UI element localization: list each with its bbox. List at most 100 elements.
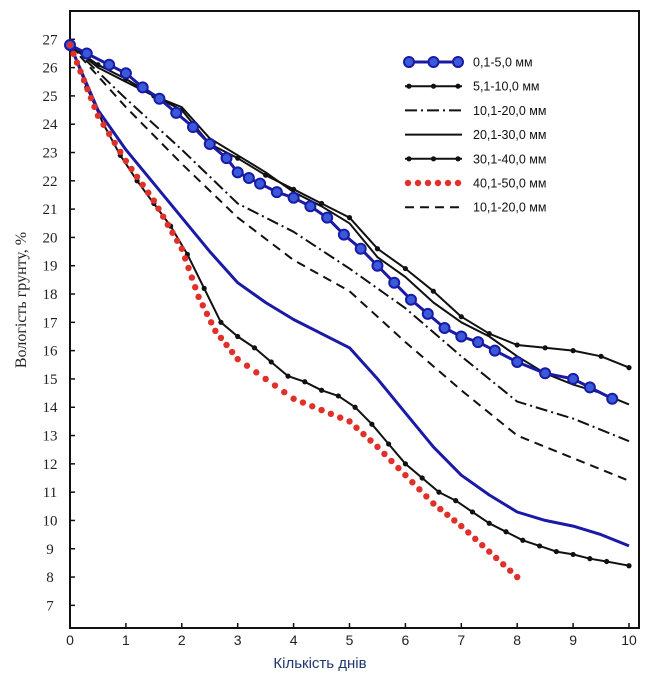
- legend: 0,1-5,0 мм 5,1-10,0 мм 10,1-20,0 мм 20,1-30…: [403, 56, 546, 215]
- data-point: [536, 543, 543, 549]
- data-point: [469, 509, 476, 515]
- data-point: [587, 556, 593, 562]
- data-point: [77, 68, 84, 75]
- data-point: [318, 387, 325, 393]
- data-point: [404, 293, 417, 306]
- data-point: [346, 418, 353, 425]
- data-point: [318, 406, 325, 414]
- series-line: [69, 44, 630, 443]
- data-point: [486, 548, 493, 555]
- data-point: [386, 441, 392, 447]
- legend-label: 10,1-20,0 мм: [473, 104, 546, 118]
- data-point: [371, 259, 384, 272]
- data-point: [136, 81, 149, 94]
- data-point: [217, 334, 225, 342]
- legend-marker: [424, 179, 432, 187]
- data-point: [346, 215, 353, 221]
- data-point: [220, 152, 233, 165]
- data-point: [570, 551, 576, 558]
- x-tick-label: 4: [290, 632, 298, 648]
- data-point: [254, 177, 267, 190]
- data-point: [479, 542, 486, 549]
- y-tick-label: 26: [43, 61, 59, 77]
- data-point: [598, 353, 604, 359]
- data-point: [287, 191, 300, 204]
- data-point: [91, 103, 98, 111]
- series-6: [69, 44, 630, 482]
- legend-marker: [403, 56, 415, 68]
- data-point: [511, 355, 524, 368]
- legend-marker: [406, 156, 412, 162]
- data-point: [199, 302, 206, 309]
- y-tick-label: 25: [43, 89, 58, 105]
- data-point: [119, 67, 132, 80]
- y-tick-label: 27: [43, 32, 59, 48]
- y-tick-label: 19: [43, 259, 58, 275]
- y-tick-label: 12: [43, 457, 58, 473]
- x-tick-label: 1: [122, 632, 130, 648]
- data-point: [212, 327, 219, 335]
- y-tick-label: 10: [43, 513, 58, 529]
- data-point: [169, 229, 176, 236]
- x-tick-label: 8: [513, 632, 521, 648]
- legend-label: 20,1-30,0 мм: [473, 128, 546, 142]
- data-point: [159, 213, 167, 220]
- data-point: [231, 166, 244, 179]
- data-point: [606, 392, 619, 405]
- data-point: [321, 211, 334, 224]
- y-tick-label: 18: [43, 287, 58, 303]
- data-point: [416, 486, 423, 493]
- data-point: [70, 50, 77, 58]
- data-point: [430, 288, 436, 294]
- data-point: [251, 345, 258, 351]
- data-point: [66, 41, 74, 49]
- data-point: [285, 373, 291, 379]
- data-point: [87, 94, 95, 102]
- series-line: [68, 44, 630, 548]
- data-point: [500, 561, 507, 568]
- data-point: [488, 344, 501, 357]
- legend-label: 5,1-10,0 мм: [473, 80, 540, 94]
- y-axis-ticks: 7 8 9 10 11 12 13 14 15 16 17 18 19 20 21 22 23 24 25 26 27: [43, 32, 75, 614]
- legend-marker: [404, 179, 412, 187]
- data-point: [583, 381, 596, 394]
- data-point: [195, 293, 202, 301]
- y-tick-label: 20: [43, 230, 58, 246]
- legend-item: 30,1-40,0 мм: [405, 152, 546, 166]
- legend-item: 10,1-20,0 мм: [405, 201, 546, 215]
- x-tick-label: 7: [457, 632, 465, 648]
- x-tick-label: 10: [621, 632, 637, 648]
- legend-marker: [455, 83, 461, 89]
- legend-item: 10,1-20,0 мм: [405, 104, 546, 118]
- data-point: [117, 148, 124, 156]
- data-point: [145, 189, 152, 196]
- data-point: [150, 197, 158, 204]
- data-point: [100, 121, 107, 128]
- data-point: [395, 464, 402, 472]
- data-point: [335, 393, 341, 399]
- series-line: [69, 44, 630, 482]
- legend-item: 0,1-5,0 мм: [403, 56, 533, 70]
- y-tick-label: 9: [46, 542, 54, 558]
- legend-label: 10,1-20,0 мм: [473, 201, 546, 215]
- data-point: [133, 173, 141, 181]
- data-point: [451, 517, 458, 524]
- x-axis-ticks: 0 1 2 3 4 5 6 7 8 9 10: [66, 623, 637, 648]
- data-point: [153, 92, 166, 105]
- data-point: [185, 264, 192, 272]
- data-point: [444, 511, 451, 518]
- data-point: [94, 112, 102, 119]
- data-point: [374, 443, 381, 451]
- data-point: [402, 471, 409, 479]
- data-point: [514, 573, 521, 581]
- legend-item: 20,1-30,0 мм: [405, 128, 546, 142]
- data-point: [374, 246, 381, 252]
- data-point: [201, 285, 207, 291]
- data-point: [103, 58, 116, 71]
- data-point: [472, 336, 485, 349]
- data-point: [178, 245, 185, 252]
- data-point: [472, 535, 479, 543]
- data-point: [111, 139, 118, 147]
- legend-marker: [427, 56, 440, 68]
